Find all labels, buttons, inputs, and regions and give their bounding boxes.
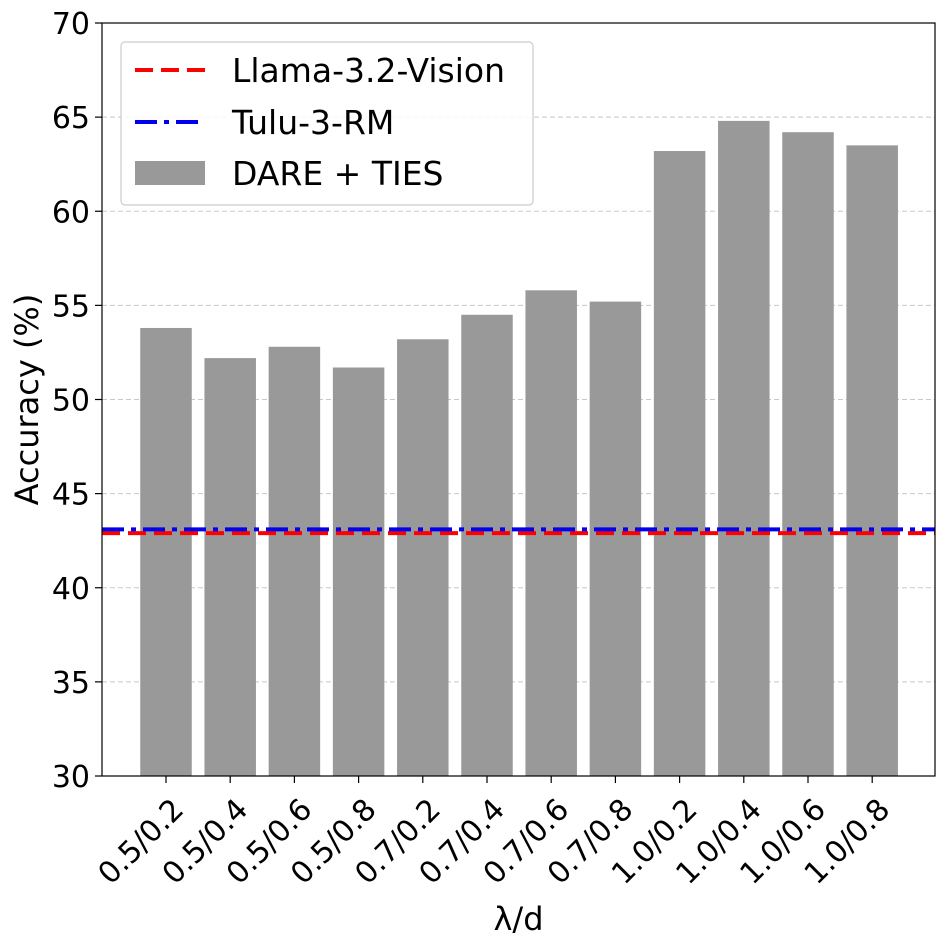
- bar: [846, 145, 898, 777]
- bar: [332, 367, 385, 776]
- bar: [204, 358, 256, 776]
- legend-label-llama: Llama-3.2-Vision: [232, 51, 505, 90]
- bar: [653, 151, 706, 776]
- bar: [268, 346, 321, 776]
- bar: [782, 132, 834, 776]
- reference-lines: [102, 527, 935, 536]
- y-tick-label: 45: [52, 478, 90, 513]
- bar: [461, 314, 513, 776]
- bar: [397, 339, 449, 776]
- x-axis-label: λ/d: [493, 900, 543, 938]
- y-axis-label: Accuracy (%): [8, 294, 46, 506]
- x-axis-ticks: 0.5/0.20.5/0.40.5/0.60.5/0.80.7/0.20.7/0…: [92, 776, 897, 892]
- y-tick-label: 60: [52, 195, 90, 230]
- legend-label-dare-ties: DARE + TIES: [232, 154, 444, 193]
- y-tick-label: 55: [52, 289, 90, 324]
- bar: [140, 327, 192, 776]
- legend-box: [120, 41, 534, 206]
- legend-label-tulu: Tulu-3-RM: [231, 103, 394, 142]
- y-tick-label: 30: [52, 760, 90, 795]
- y-axis-ticks: 30 35 40 45 50 55 60 65 70: [52, 7, 102, 795]
- legend-swatch-dare-ties: [135, 161, 205, 185]
- y-tick-label: 35: [52, 666, 90, 701]
- y-tick-label: 40: [52, 572, 90, 607]
- y-tick-label: 50: [52, 384, 90, 419]
- y-tick-label: 70: [52, 7, 90, 42]
- bar: [589, 301, 642, 776]
- legend: Llama-3.2-Vision Tulu-3-RM DARE + TIES: [120, 41, 534, 206]
- bars: [140, 120, 898, 777]
- y-tick-label: 65: [52, 101, 90, 136]
- bar: [718, 120, 770, 776]
